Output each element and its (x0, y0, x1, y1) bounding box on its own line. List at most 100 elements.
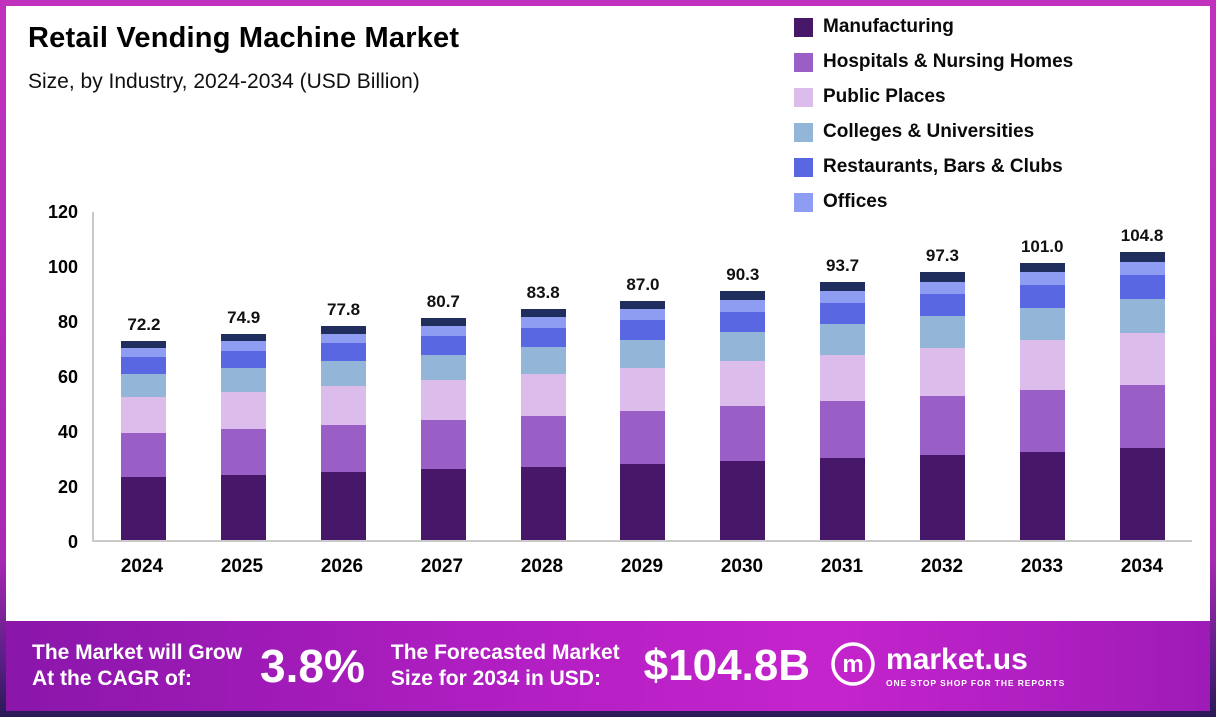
forecast-label-line1: The Forecasted Market (390, 640, 620, 664)
marketus-logo-icon: m (830, 641, 876, 692)
legend: Manufacturing Hospitals & Nursing Homes Pu… (794, 16, 1073, 213)
bar-segment (1119, 298, 1165, 333)
bar-segment (820, 324, 866, 355)
bar-segment (919, 347, 965, 396)
x-axis-label: 2030 (720, 556, 764, 577)
bar-segment (919, 395, 965, 455)
bar-segment (221, 428, 267, 475)
bar-segment (620, 411, 666, 464)
bar-segment (520, 328, 566, 348)
bar-group: 90.3 (693, 212, 793, 540)
y-tick-label: 0 (67, 532, 78, 552)
bar-segment (620, 339, 666, 368)
bar-total-label: 80.7 (426, 292, 460, 312)
bar-segment (1019, 307, 1065, 341)
bar-segment (820, 303, 866, 325)
legend-swatch (794, 122, 813, 142)
cagr-label-line2: At the CAGR of: (32, 667, 192, 690)
bar-segment (121, 348, 167, 358)
bar-segment (919, 281, 965, 295)
bar-segment (720, 461, 766, 540)
legend-swatch (794, 17, 813, 37)
stacked-bar (720, 291, 766, 540)
legend-item: Manufacturing (794, 16, 1073, 38)
bar-segment (221, 341, 267, 351)
stacked-bar (1019, 262, 1065, 540)
bar-segment (620, 463, 666, 540)
x-axis-label: 2032 (920, 556, 964, 577)
bar-segment (919, 294, 965, 317)
bar-group: 101.0 (992, 212, 1092, 540)
stacked-bar (520, 309, 566, 540)
bar-group: 97.3 (893, 212, 993, 540)
bar-total-label: 101.0 (1020, 236, 1064, 256)
forecast-label-line2: Size for 2034 in USD: (390, 667, 601, 690)
infographic: Retail Vending Machine Market Size, by I… (6, 6, 1210, 711)
bar-segment (321, 343, 367, 362)
bar-segment (121, 476, 167, 540)
bar-group: 104.8 (1092, 212, 1192, 540)
bar-segment (520, 466, 566, 540)
bar-segment (620, 367, 666, 412)
y-axis: 0 20 40 60 80 100 120 (32, 202, 92, 552)
bar-segment (720, 311, 766, 333)
bar-segment (720, 406, 766, 462)
y-tick-label: 40 (57, 422, 78, 442)
bar-group: 93.7 (793, 212, 893, 540)
bar-segment (321, 472, 367, 540)
chart-header: Retail Vending Machine Market Size, by I… (28, 22, 459, 94)
bar-segment (321, 361, 367, 387)
stacked-bar (420, 318, 466, 540)
x-axis-label: 2024 (120, 556, 164, 577)
bar-segment (121, 396, 167, 433)
cagr-label: The Market will Grow At the CAGR of: (32, 640, 242, 693)
bar-group: 87.0 (593, 212, 693, 540)
bar-segment (420, 420, 466, 470)
bar-group: 80.7 (393, 212, 493, 540)
chart-subtitle: Size, by Industry, 2024-2034 (USD Billio… (28, 70, 420, 93)
legend-label: Public Places (823, 86, 946, 107)
bar-segment (221, 391, 267, 429)
bar-total-label: 104.8 (1120, 225, 1164, 245)
legend-item: Colleges & Universities (794, 121, 1073, 143)
bar-total-label: 74.9 (227, 308, 261, 328)
plot: 0 20 40 60 80 100 120 72.2 74.9 77.8 80.7 83.8 87.0… (32, 202, 1192, 578)
bar-total-label: 77.8 (326, 300, 361, 320)
bar-group: 74.9 (194, 212, 294, 540)
brand-name: market.us (886, 642, 1028, 676)
x-axis-label: 2033 (1020, 556, 1064, 577)
bar-segment (820, 458, 866, 540)
stacked-bar (221, 334, 267, 540)
x-axis-label: 2029 (620, 556, 664, 577)
bar-segment (919, 316, 965, 348)
y-tick-label: 100 (47, 257, 78, 277)
x-axis-label: 2026 (320, 556, 364, 577)
bar-segment (321, 326, 367, 334)
legend-swatch (794, 87, 813, 107)
bar-segment (420, 318, 466, 326)
banner: The Market will Grow At the CAGR of: 3.8… (6, 621, 1210, 711)
bar-total-label: 90.3 (726, 265, 760, 285)
forecast-value: $104.8B (643, 641, 811, 690)
brand-text: market.us One Stop Shop For The Reports (886, 642, 1066, 688)
bar-segment (520, 415, 566, 467)
x-axis: 2024 2025 2026 2027 2028 2029 2030 2031 2032 2033… (92, 542, 1192, 578)
bar-segment (1019, 262, 1065, 273)
bar-segment (919, 272, 965, 282)
brand-tagline: One Stop Shop For The Reports (886, 677, 1066, 688)
bar-segment (1119, 261, 1165, 275)
bar-segment (520, 317, 566, 329)
bar-total-label: 72.2 (127, 315, 161, 335)
bar-segment (1019, 272, 1065, 285)
bar-segment (520, 347, 566, 375)
bar-segment (820, 291, 866, 304)
bar-segment (121, 357, 167, 374)
brand-logo: m market.us One Stop Shop For The Report… (830, 641, 1065, 692)
bar-segment (420, 336, 466, 355)
chart-title: Retail Vending Machine Market (28, 22, 460, 54)
bar-segment (720, 332, 766, 362)
bar-segment (620, 300, 666, 310)
x-axis-label: 2028 (520, 556, 564, 577)
bar-segment (620, 309, 666, 321)
